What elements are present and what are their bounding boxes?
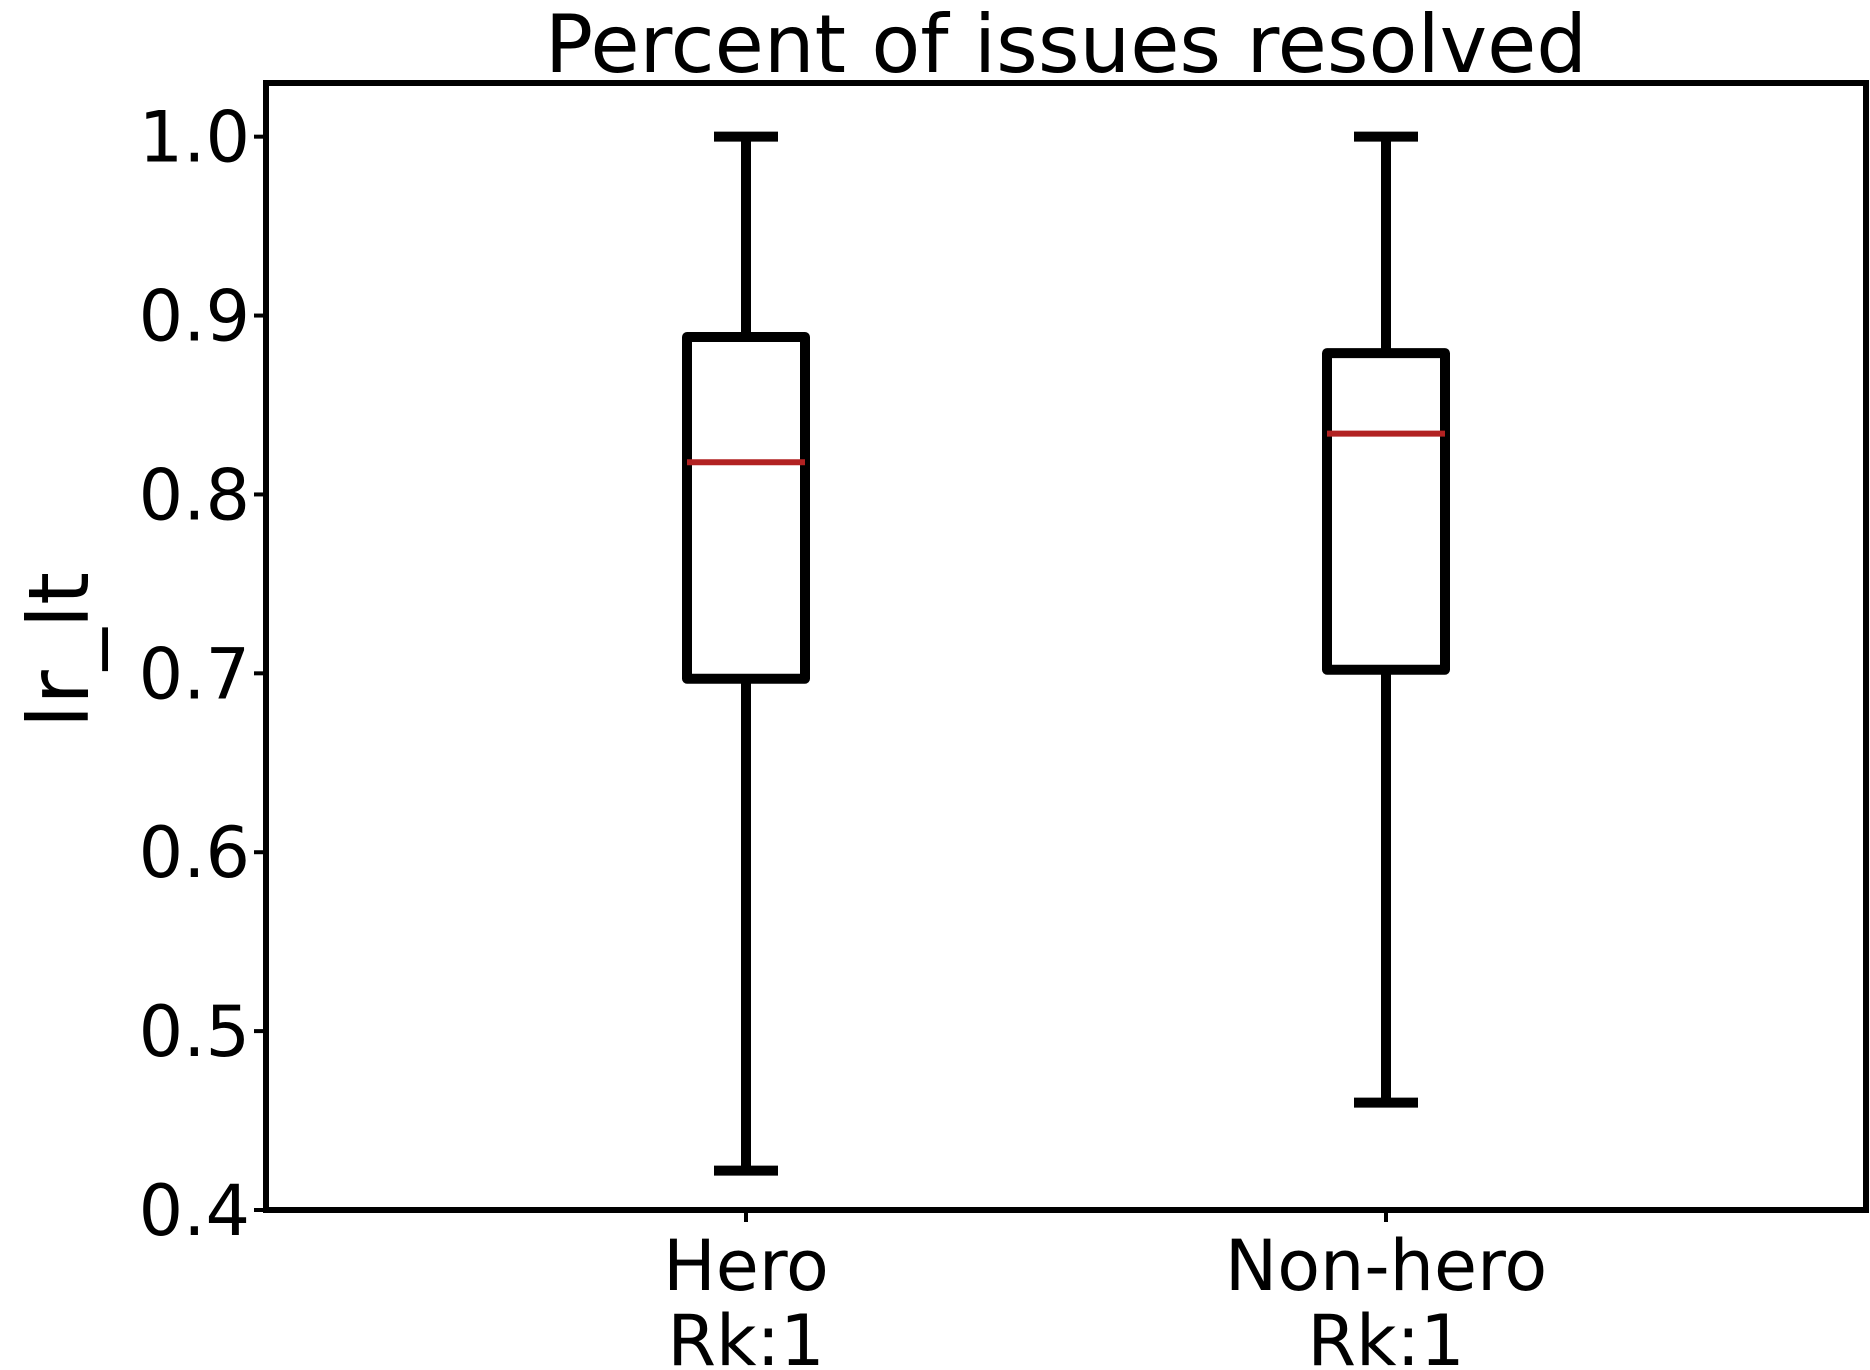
x-tick-label: Hero (663, 1225, 829, 1307)
y-tick-label: 0.8 (139, 454, 250, 536)
x-tick-label: Rk:1 (667, 1300, 824, 1370)
y-tick-label: 0.9 (139, 276, 250, 358)
plot-frame (263, 80, 1869, 1213)
y-tick-label: 0.5 (139, 991, 250, 1073)
chart-title: Percent of issues resolved (545, 0, 1587, 91)
iqr-box (682, 332, 810, 684)
y-tick-label: 0.7 (139, 633, 250, 715)
iqr-box (1322, 348, 1450, 675)
y-tick-label: 1.0 (139, 97, 250, 179)
y-tick-label: 0.6 (139, 812, 250, 894)
x-tick-label: Non-hero (1225, 1225, 1547, 1307)
plot-area: 0.40.50.60.70.80.91.0HeroRk:1Non-heroRk:… (139, 80, 1869, 1370)
x-tick-label: Rk:1 (1307, 1300, 1464, 1370)
y-axis-label: lr_lt (10, 572, 108, 728)
y-tick-label: 0.4 (139, 1170, 250, 1252)
